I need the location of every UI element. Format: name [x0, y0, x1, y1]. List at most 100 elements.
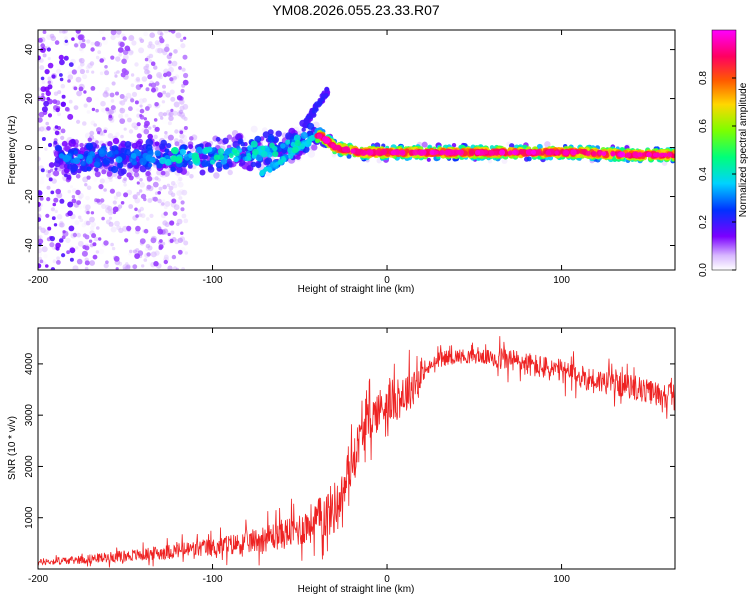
spectrogram-cell	[512, 150, 517, 155]
spectrogram-cell	[280, 143, 286, 149]
spectrogram-cell	[76, 119, 81, 124]
spectrogram-cell	[131, 142, 138, 149]
spectrogram-cell	[152, 196, 158, 202]
spectrogram-cell	[223, 155, 228, 161]
spectrogram-cell	[102, 157, 111, 165]
spectrogram-cell	[164, 148, 170, 154]
spectrogram-cell	[334, 145, 340, 150]
spectrogram-cell	[451, 143, 457, 148]
spectrogram-cell	[179, 133, 185, 139]
spectrogram-cell	[250, 161, 257, 168]
spectrogram-cell	[531, 149, 536, 155]
spectrogram-cell	[62, 154, 71, 163]
spectrogram-cell	[99, 178, 105, 184]
spectrogram-cell	[323, 93, 329, 99]
spectrogram-cell	[38, 143, 41, 147]
spectrogram-cell	[107, 141, 113, 147]
spectrogram-cell	[139, 104, 143, 108]
spectrogram-cell	[178, 66, 182, 70]
spectrogram-cell	[123, 192, 129, 198]
spectrogram-cell	[259, 169, 265, 175]
spectrogram-cell	[121, 58, 127, 65]
spectrogram-cell	[61, 94, 66, 99]
spectrogram-cell	[154, 150, 161, 157]
spectrogram-cell	[117, 174, 122, 180]
spectrogram-cell	[146, 176, 153, 182]
spectrogram-cell	[106, 151, 112, 158]
spectrogram-cell	[53, 223, 58, 227]
spectrogram-cell	[316, 133, 323, 139]
spectrogram-cell	[110, 242, 114, 247]
spectrogram-cell	[545, 149, 552, 156]
spectrogram-cell	[44, 41, 49, 46]
spectrogram-cell	[169, 77, 174, 82]
spectrogram-cell	[55, 242, 61, 249]
spectrogram-cell	[164, 131, 168, 135]
spectrogram-cell	[64, 39, 69, 43]
spectrogram-cell	[153, 261, 159, 267]
spectrogram-cell	[368, 150, 374, 156]
spectrogram-cell	[610, 151, 616, 157]
spectrogram-cell	[67, 113, 74, 120]
spectrogram-cell	[311, 144, 318, 151]
spectrogram-cell	[110, 34, 116, 41]
spectrogram-cell	[101, 216, 105, 221]
spectrogram-cell	[201, 159, 209, 168]
spectrogram-cell	[156, 170, 162, 176]
spectrogram-cell	[164, 222, 170, 228]
spectrogram-cell	[74, 43, 79, 48]
spectrogram-cell	[59, 73, 63, 77]
spectrogram-cell	[554, 150, 559, 155]
spectrogram-cell	[170, 192, 176, 198]
spectrogram-cell	[163, 254, 169, 260]
spectrogram-cell	[150, 251, 157, 258]
spectrogram-cell	[94, 167, 99, 172]
spectrogram-cell	[375, 149, 382, 156]
spectrogram-cell	[182, 79, 189, 86]
spectrogram-cell	[94, 171, 101, 178]
spectrogram-cell	[96, 226, 100, 230]
spectrogram-cell	[52, 202, 57, 207]
spectrogram-cell	[119, 118, 126, 124]
colorbar-tick-label: 0.4	[698, 167, 709, 181]
spectrogram-cell	[440, 150, 446, 156]
spectrogram-cell	[112, 137, 120, 145]
spectrogram-cell	[120, 72, 126, 78]
spectrogram-cell	[254, 135, 262, 143]
spectrogram-cell	[60, 83, 66, 89]
spectrogram-cell	[98, 30, 105, 34]
spectrogram-cell	[69, 247, 76, 254]
spectrogram-cell	[149, 157, 156, 164]
snr-x-ticks: -200 -100 0 100	[28, 328, 570, 585]
spectrogram-cell	[168, 111, 174, 117]
spectrogram-cell	[180, 207, 185, 212]
spectrogram-cell	[89, 260, 95, 266]
spectrogram-cell	[124, 113, 129, 118]
spectrogram-cell	[59, 222, 65, 228]
spectrogram-frame	[37, 29, 676, 271]
spectrogram-cell	[108, 109, 114, 115]
spectrogram-cell	[444, 149, 451, 156]
spectrogram-cell	[145, 63, 150, 68]
spectrogram-cell	[139, 182, 146, 188]
spectrogram-cell	[139, 114, 143, 118]
spectrogram-cell	[314, 101, 321, 108]
spectrogram-cell	[74, 220, 80, 226]
spectrogram-cell	[147, 198, 153, 203]
spectrogram-cell	[69, 257, 74, 262]
spectrogram-cell	[188, 160, 193, 166]
spectrogram-cell	[475, 149, 481, 156]
spectrogram-cell	[49, 242, 55, 248]
spectrogram-cell	[166, 183, 171, 187]
spectrogram-cell	[47, 226, 52, 231]
spectrogram-cell	[54, 156, 62, 164]
spectrogram-cell	[121, 68, 127, 74]
spectrogram-cell	[131, 159, 138, 166]
spectrogram-cell	[170, 181, 176, 186]
spectrogram-cell	[217, 148, 225, 155]
spectrogram-cell	[54, 144, 62, 152]
spectrogram-cell	[54, 125, 59, 129]
spectrogram-cell	[363, 150, 368, 155]
spectrogram-cell	[38, 206, 42, 212]
